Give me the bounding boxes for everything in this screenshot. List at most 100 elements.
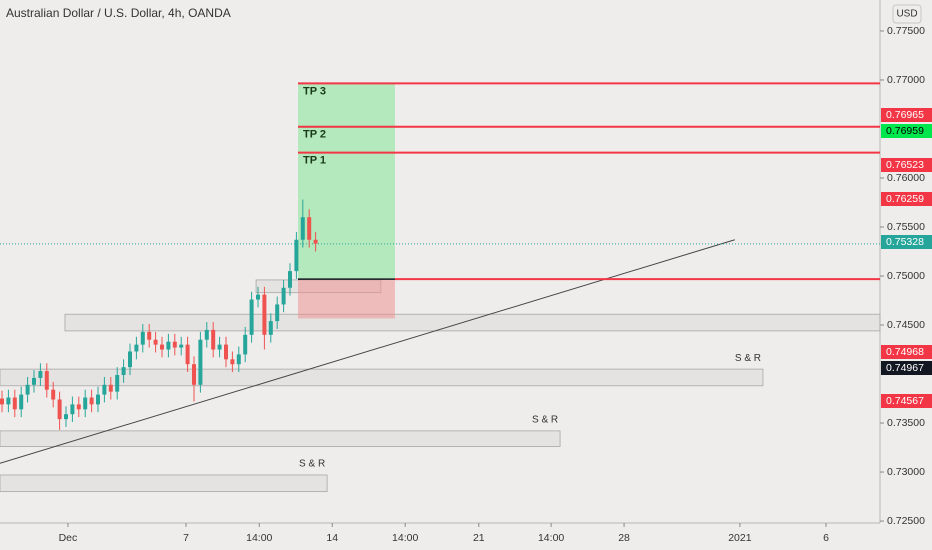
candle-body bbox=[102, 384, 107, 395]
candle-body bbox=[63, 414, 68, 420]
price-marker bbox=[881, 361, 932, 375]
candle-body bbox=[307, 217, 312, 240]
y-tick-label: 0.73500 bbox=[887, 417, 925, 429]
price-marker bbox=[881, 394, 932, 408]
candle-body bbox=[249, 299, 254, 335]
candle-body bbox=[153, 339, 158, 345]
candle-body bbox=[127, 351, 132, 368]
candle-body bbox=[172, 341, 177, 348]
price-marker bbox=[881, 158, 932, 172]
y-tick-label: 0.75500 bbox=[887, 221, 925, 233]
x-tick-label: 2021 bbox=[728, 532, 752, 544]
candle-body bbox=[70, 404, 75, 415]
candle-body bbox=[185, 344, 190, 365]
profit-zone bbox=[297, 83, 395, 280]
candle-body bbox=[223, 344, 228, 360]
sr-zone bbox=[0, 430, 561, 447]
candle-body bbox=[38, 371, 43, 378]
candle-body bbox=[294, 239, 299, 272]
candle-body bbox=[198, 339, 203, 385]
candle-body bbox=[211, 329, 216, 350]
x-tick-label: 28 bbox=[618, 532, 630, 544]
price-marker-label: 0.76965 bbox=[886, 109, 924, 121]
sr-label: S & R bbox=[299, 459, 325, 470]
price-marker bbox=[881, 124, 932, 138]
candle-body bbox=[140, 331, 145, 345]
sr-zone bbox=[0, 474, 328, 493]
loss-zone bbox=[297, 279, 395, 319]
y-tick-label: 0.72500 bbox=[887, 515, 925, 527]
price-marker bbox=[881, 345, 932, 359]
price-marker-label: 0.74967 bbox=[886, 362, 924, 374]
sr-zone bbox=[64, 313, 881, 332]
price-marker-label: 0.75328 bbox=[886, 236, 924, 248]
x-tick-label: 14:00 bbox=[392, 532, 418, 544]
candle-body bbox=[25, 384, 30, 395]
trendline bbox=[0, 239, 735, 464]
candle-body bbox=[204, 329, 209, 340]
y-tick-label: 0.77000 bbox=[887, 74, 925, 86]
y-tick-label: 0.73000 bbox=[887, 466, 925, 478]
candle-body bbox=[51, 389, 56, 400]
x-tick-label: 6 bbox=[823, 532, 829, 544]
price-marker bbox=[881, 108, 932, 122]
x-tick-label: 7 bbox=[183, 532, 189, 544]
x-tick-label: 14 bbox=[326, 532, 338, 544]
y-tick-label: 0.75000 bbox=[887, 270, 925, 282]
candle-body bbox=[313, 239, 318, 244]
x-tick-label: Dec bbox=[59, 532, 78, 544]
price-marker-label: 0.76959 bbox=[886, 125, 924, 137]
candle-body bbox=[262, 294, 267, 335]
y-tick-label: 0.74500 bbox=[887, 319, 925, 331]
candle-body bbox=[6, 397, 11, 405]
candle-body bbox=[121, 367, 126, 375]
price-marker-label: 0.74567 bbox=[886, 395, 924, 407]
currency-button[interactable] bbox=[892, 4, 922, 24]
currency-label: USD bbox=[896, 9, 917, 20]
x-tick-label: 21 bbox=[473, 532, 485, 544]
x-tick-label: 14:00 bbox=[538, 532, 564, 544]
price-marker bbox=[881, 192, 932, 206]
candle-body bbox=[83, 397, 88, 410]
candle-body bbox=[57, 399, 62, 420]
candle-body bbox=[44, 371, 49, 390]
candle-body bbox=[19, 394, 24, 410]
candle-body bbox=[287, 271, 292, 288]
sr-label: S & R bbox=[532, 415, 558, 426]
candle-body bbox=[281, 287, 286, 305]
candle-body bbox=[0, 398, 4, 405]
price-marker-label: 0.76523 bbox=[886, 159, 924, 171]
candle-body bbox=[166, 341, 171, 350]
sr-zone bbox=[0, 368, 764, 387]
y-tick-label: 0.76000 bbox=[887, 172, 925, 184]
chart-title: Australian Dollar / U.S. Dollar, 4h, OAN… bbox=[6, 6, 231, 20]
candle-body bbox=[159, 344, 164, 350]
candle-body bbox=[76, 404, 81, 410]
price-marker bbox=[881, 235, 932, 249]
candle-body bbox=[31, 377, 36, 385]
tp-label: TP 3 bbox=[303, 85, 326, 97]
candle-body bbox=[95, 394, 100, 405]
candle-body bbox=[243, 334, 248, 355]
candle-body bbox=[230, 359, 235, 365]
candle-body bbox=[255, 294, 260, 300]
candle-body bbox=[179, 344, 184, 348]
candle-body bbox=[236, 354, 241, 365]
price-marker-label: 0.76259 bbox=[886, 193, 924, 205]
candle-body bbox=[12, 397, 17, 410]
candle-body bbox=[300, 217, 305, 240]
candle-body bbox=[191, 364, 196, 385]
candle-body bbox=[115, 374, 120, 392]
tp-label: TP 2 bbox=[303, 129, 326, 141]
price-marker-label: 0.74968 bbox=[886, 346, 924, 358]
sr-label: S & R bbox=[735, 353, 761, 364]
tp-label: TP 1 bbox=[303, 155, 326, 167]
candle-body bbox=[108, 384, 113, 392]
candle-body bbox=[268, 321, 273, 335]
candle-body bbox=[134, 344, 139, 352]
candle-body bbox=[147, 331, 152, 340]
y-tick-label: 0.77500 bbox=[887, 25, 925, 37]
candle-body bbox=[275, 304, 280, 322]
x-tick-label: 14:00 bbox=[246, 532, 272, 544]
